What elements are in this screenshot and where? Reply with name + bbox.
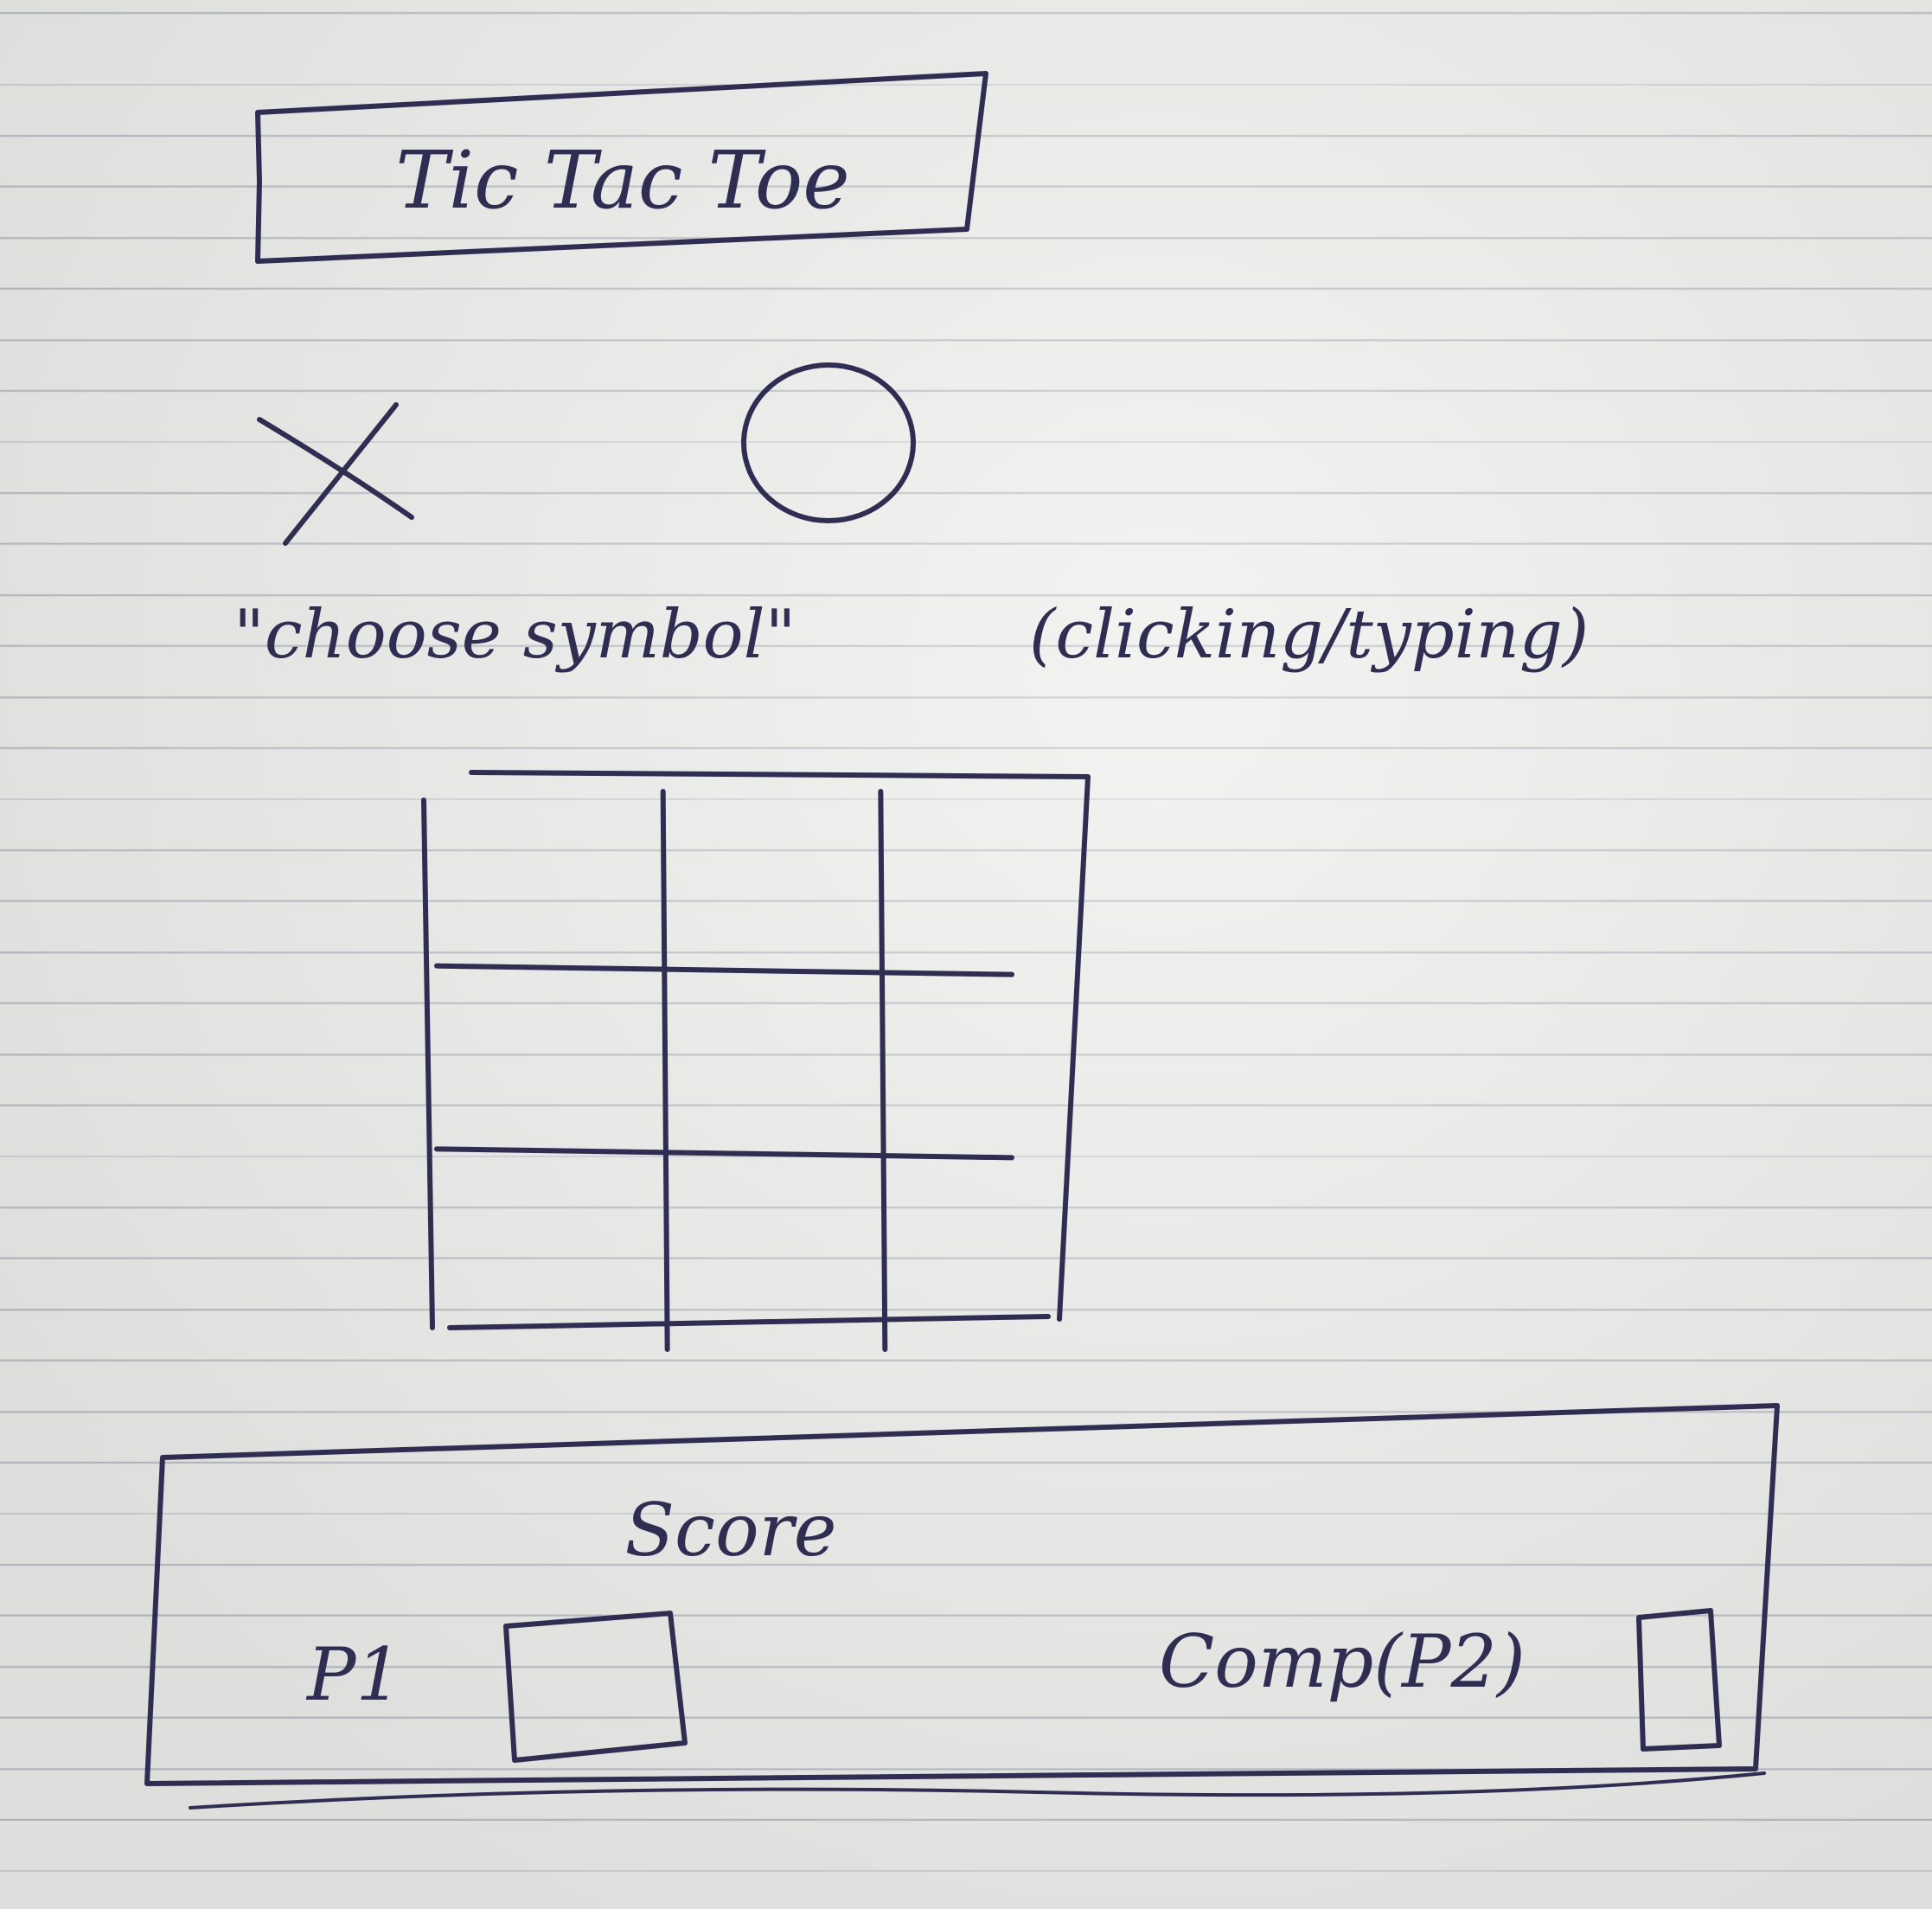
x-symbol-option[interactable]: X	[242, 389, 432, 606]
game-board[interactable]	[421, 770, 1091, 1352]
board-cell[interactable]	[859, 1144, 1077, 1328]
player2-label: Comp(P2)	[1159, 1619, 1526, 1704]
board-cell[interactable]	[424, 962, 642, 1145]
board-cell[interactable]	[424, 1144, 642, 1328]
board-cell[interactable]	[859, 962, 1077, 1145]
choose-symbol-note: (clicking/typing)	[1029, 596, 1589, 674]
board-cell[interactable]	[642, 778, 860, 962]
player1-label: P1	[305, 1632, 402, 1717]
o-symbol-option[interactable]: O	[735, 362, 925, 606]
x-symbol-icon	[283, 402, 399, 546]
player2-score-box	[1636, 1608, 1722, 1752]
score-panel-border	[144, 1403, 1780, 1786]
score-panel: Score P1 Comp(P2)	[144, 1403, 1780, 1786]
o-symbol-icon	[741, 362, 916, 523]
symbol-chooser[interactable]: X O "choose symbol" (clicking/typing)	[234, 362, 1589, 674]
player1-score-box	[503, 1611, 688, 1763]
board-row-divider	[434, 1146, 1014, 1161]
title-box-border	[255, 71, 988, 264]
board-cell[interactable]	[642, 1144, 860, 1328]
choose-symbol-instruction: "choose symbol"	[234, 596, 796, 674]
board-cell[interactable]	[642, 962, 860, 1145]
board-outline	[421, 770, 1091, 1330]
board-row-divider	[434, 963, 1014, 977]
x-symbol-icon-stroke	[257, 417, 414, 520]
board-column-divider	[878, 789, 888, 1352]
board-cell[interactable]	[859, 778, 1077, 962]
title-box: Tic Tac Toe	[255, 71, 988, 264]
board-column-divider	[660, 789, 670, 1352]
underline-stroke	[189, 1771, 1766, 1810]
board-cell[interactable]	[424, 778, 642, 962]
x-symbol-label: X	[259, 605, 260, 606]
page-title: Tic Tac Toe	[395, 134, 849, 227]
score-heading: Score	[624, 1488, 836, 1573]
